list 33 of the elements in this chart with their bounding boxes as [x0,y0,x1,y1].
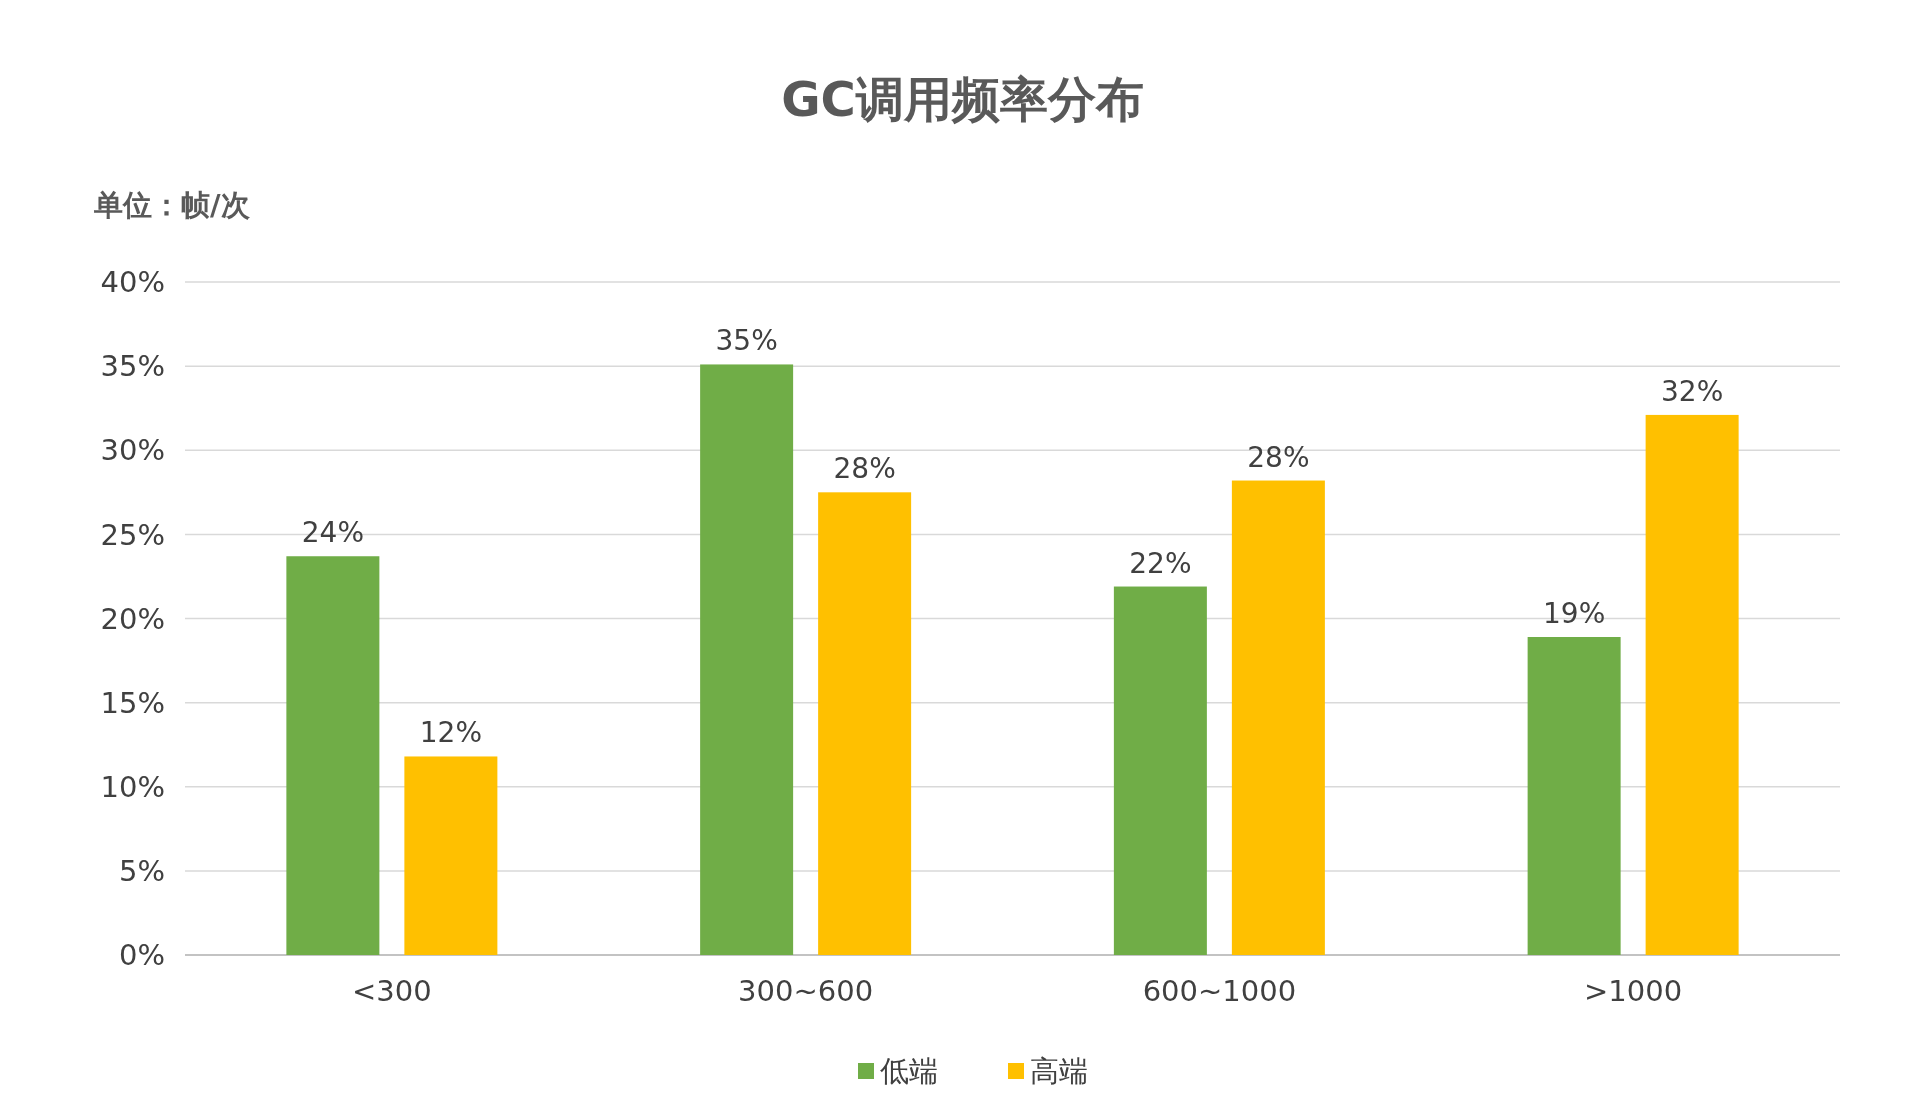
y-tick-label: 15% [100,685,165,720]
x-tick-label: 600~1000 [1142,974,1297,1008]
y-tick-label: 35% [100,349,165,384]
y-tick-label: 25% [100,517,165,552]
data-label: 24% [301,516,364,550]
y-tick-label: 0% [118,938,165,973]
x-tick-label: 300~600 [738,974,874,1008]
data-label: 12% [419,716,482,750]
bar [1231,480,1325,955]
legend-label: 高端 [1030,1054,1088,1089]
bar [1527,637,1621,955]
x-tick-label: <300 [352,974,432,1008]
data-label: 32% [1661,374,1724,408]
data-label: 28% [1247,440,1310,474]
bar [286,556,380,955]
y-tick-label: 30% [100,433,165,468]
y-tick-label: 20% [100,601,165,636]
bar [404,756,498,955]
x-tick-label: >1000 [1584,974,1683,1008]
bar [700,364,794,955]
data-label: 22% [1129,546,1192,580]
y-tick-label: 5% [118,854,165,889]
bar [818,492,912,955]
bar [1645,414,1739,955]
chart-title: GC调用频率分布 [781,71,1144,127]
data-label: 28% [833,452,896,486]
y-tick-label: 10% [100,769,165,804]
bar [1113,586,1207,955]
legend-label: 低端 [880,1054,938,1089]
data-label: 19% [1543,597,1606,631]
y-axis-title: 单位：帧/次 [93,188,250,222]
y-tick-label: 40% [100,265,165,300]
data-label: 35% [715,324,778,358]
